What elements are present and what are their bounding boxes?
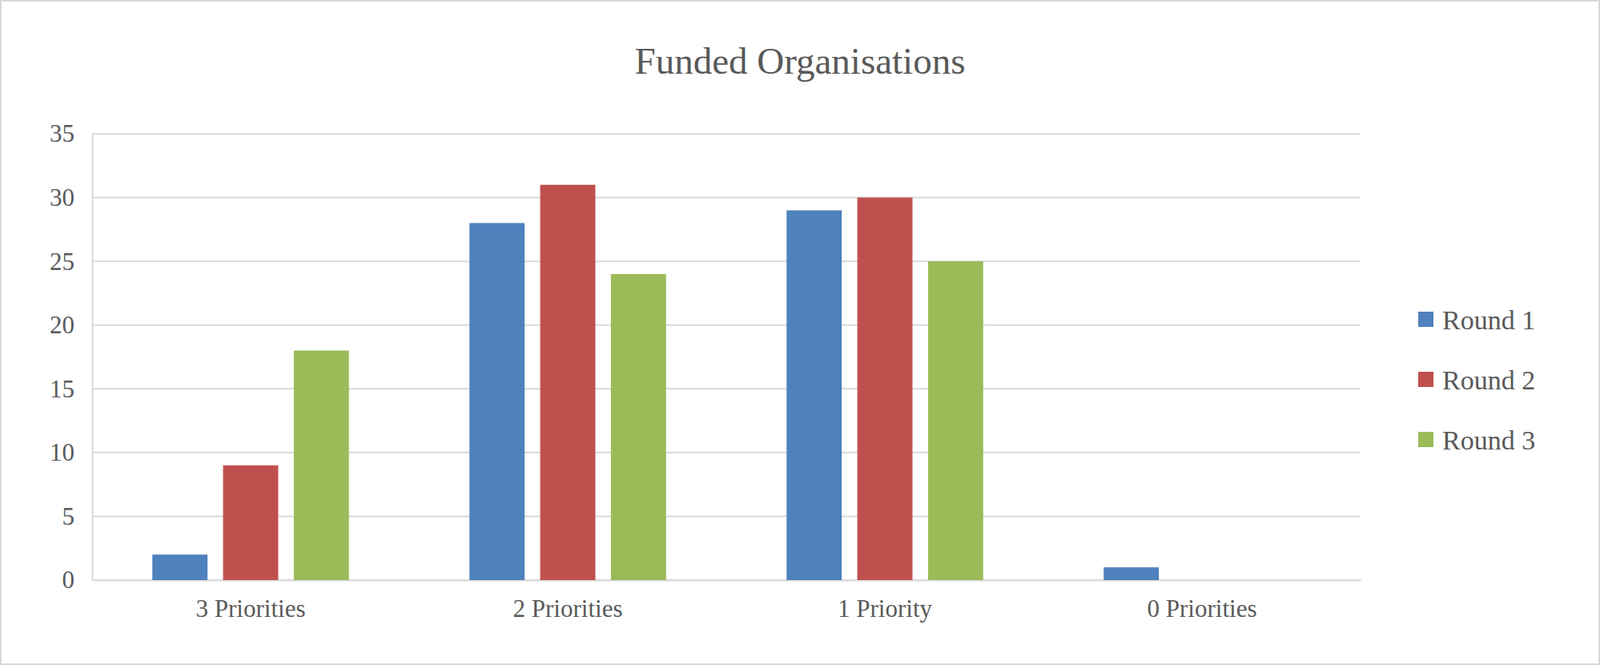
y-tick-label: 25 xyxy=(49,247,75,276)
x-tick-label: 3 Priorities xyxy=(196,594,306,623)
x-tick-label: 0 Priorities xyxy=(1147,594,1258,623)
legend-swatch xyxy=(1418,371,1434,387)
x-axis-line xyxy=(92,579,1362,582)
y-tick-label: 15 xyxy=(49,374,75,403)
grid-line xyxy=(92,260,1361,262)
y-tick: 5 xyxy=(62,502,93,531)
y-tick: 0 xyxy=(62,565,93,594)
y-tick-label: 0 xyxy=(62,565,76,594)
x-tick-label: 1 Priority xyxy=(837,594,933,623)
y-tick-label: 10 xyxy=(49,438,75,467)
legend-label: Round 3 xyxy=(1442,425,1536,455)
bars xyxy=(152,184,1159,580)
y-axis: 0 5 10 15 20 25 30 35 xyxy=(49,119,93,594)
grid-line xyxy=(92,451,1361,454)
y-tick: 25 xyxy=(49,247,93,276)
bar-series xyxy=(293,261,984,580)
y-tick: 20 xyxy=(49,310,93,339)
x-tick: 2 Priorities xyxy=(513,579,624,623)
bar xyxy=(857,197,913,580)
bar-series xyxy=(152,209,1159,580)
legend-label: Round 1 xyxy=(1442,305,1536,335)
chart-frame xyxy=(0,0,1600,664)
chart-title: Funded Organisations xyxy=(635,40,966,82)
bar xyxy=(611,273,667,580)
legend-label: Round 2 xyxy=(1442,365,1536,395)
y-tick: 35 xyxy=(49,119,93,148)
y-axis-line xyxy=(92,134,94,581)
y-tick: 15 xyxy=(49,374,93,403)
y-tick-label: 5 xyxy=(62,502,76,531)
bar xyxy=(293,350,350,580)
chart: Funded Organisations 0 5 10 15 20 25 30 35 3 Prio… xyxy=(0,0,1600,665)
legend: Round 1 Round 2 Round 3 xyxy=(1418,305,1536,455)
bar xyxy=(469,222,525,580)
x-tick: 0 Priorities xyxy=(1147,579,1258,623)
y-tick: 10 xyxy=(49,438,93,467)
grid-line xyxy=(92,324,1361,326)
grid-line xyxy=(92,578,1361,581)
bar xyxy=(540,184,596,580)
x-tick: 1 Priority xyxy=(837,579,933,623)
bar xyxy=(786,209,842,580)
x-tick: 3 Priorities xyxy=(196,579,306,623)
grid-line xyxy=(92,387,1361,390)
bar-series xyxy=(223,184,913,580)
y-tick-label: 20 xyxy=(49,310,75,339)
grid-line xyxy=(92,132,1361,135)
legend-swatch xyxy=(1418,431,1434,447)
y-tick-label: 30 xyxy=(49,183,75,212)
x-tick-label: 2 Priorities xyxy=(513,594,624,623)
grid xyxy=(92,133,1361,580)
bar xyxy=(928,261,984,580)
y-tick-label: 35 xyxy=(49,119,75,148)
grid-line xyxy=(92,196,1361,199)
x-axis: 3 Priorities 2 Priorities 1 Priority 0 Prio… xyxy=(92,579,1362,623)
bar xyxy=(152,554,208,580)
bar xyxy=(223,465,279,580)
bar xyxy=(1245,579,1301,581)
bar xyxy=(1174,579,1231,581)
grid-line xyxy=(92,514,1361,517)
y-tick: 30 xyxy=(49,183,93,212)
legend-swatch xyxy=(1418,311,1434,327)
bar xyxy=(1103,566,1159,580)
